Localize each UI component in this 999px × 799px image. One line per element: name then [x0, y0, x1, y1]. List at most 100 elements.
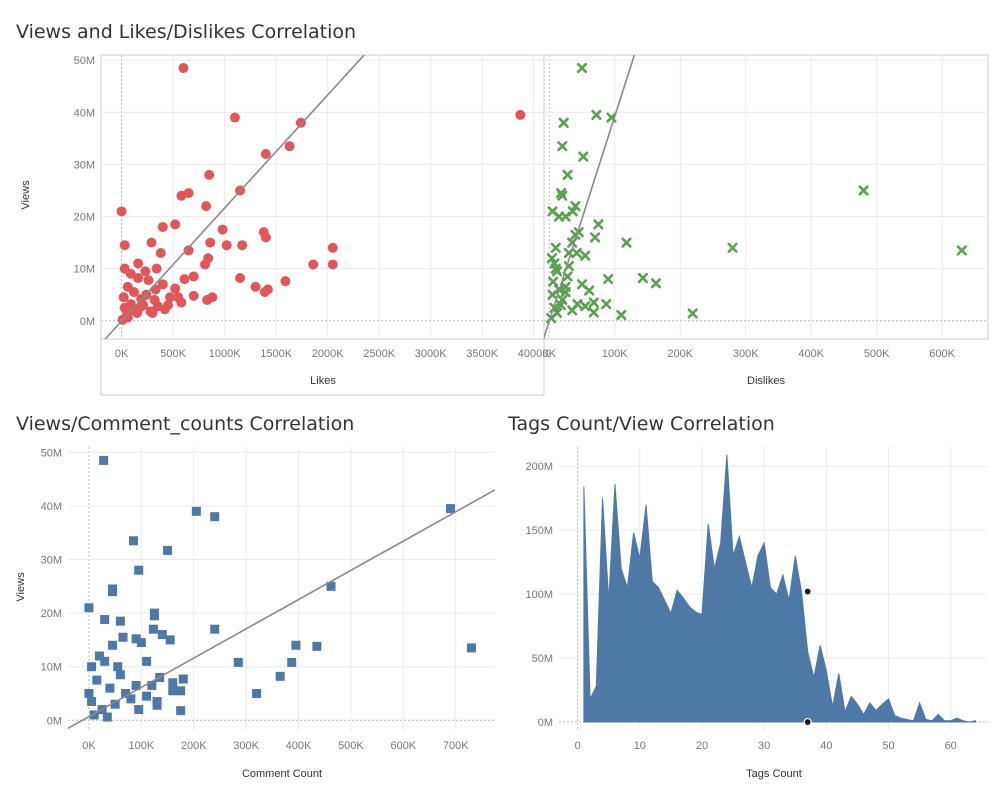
likes-point — [280, 276, 291, 287]
likes-point — [116, 206, 127, 217]
tags-y-tick-label: 200M — [525, 461, 553, 473]
likes-x-tick-label: 1000K — [209, 348, 241, 360]
comments-x-tick-label: 300K — [233, 740, 259, 752]
dislikes-point — [584, 285, 595, 296]
likes-point — [259, 287, 270, 298]
comments-x-tick-label: 600K — [390, 740, 416, 752]
tags-x-tick-label: 30 — [758, 740, 770, 752]
likes-point — [201, 201, 212, 212]
dislikes-point — [593, 219, 604, 230]
likes-point — [170, 219, 181, 230]
likes-point — [327, 259, 338, 270]
comments-x-tick-label: 200K — [181, 740, 207, 752]
dislikes-point — [547, 289, 558, 300]
likes-point — [221, 240, 232, 251]
likes-point — [237, 240, 248, 251]
comments-y-tick-label: 30M — [41, 555, 62, 567]
title-tags-views: Tags Count/View Correlation — [508, 413, 775, 435]
dislikes-chart[interactable]: 0K 100K 200K 300K 400K 500K 600K — [543, 54, 989, 395]
tags-x-tick-label: 50 — [882, 740, 894, 752]
tags-x-tick-label: 10 — [634, 740, 646, 752]
comments-point — [466, 643, 476, 653]
dislikes-point — [616, 309, 627, 321]
tags-area-series — [583, 454, 977, 723]
likes-point — [188, 290, 199, 301]
dislikes-point — [558, 117, 569, 128]
likes-point — [128, 287, 139, 298]
dislikes-point — [591, 109, 602, 121]
title-views-likes-dislikes: Views and Likes/Dislikes Correlation — [16, 21, 357, 43]
comments-point — [142, 691, 152, 701]
likes-x-tick-label: 2500K — [363, 348, 395, 360]
comments-x-axis-title: Comment Count — [242, 768, 322, 780]
comments-point — [152, 700, 162, 710]
comments-point — [131, 680, 141, 690]
comments-x-tick-label: 100K — [128, 740, 154, 752]
likes-y-tick-label: 30M — [74, 159, 95, 171]
tags-y-tick-label: 50M — [532, 653, 553, 665]
comments-point — [84, 688, 94, 698]
comments-point — [131, 634, 141, 644]
likes-y-tick-label: 40M — [74, 107, 95, 119]
comments-point — [84, 603, 94, 613]
dislikes-point — [588, 307, 599, 318]
likes-x-tick-label: 4000K — [518, 348, 550, 360]
dislikes-x-tick-label: 600K — [929, 348, 955, 360]
dislikes-x-axis-title: Dislikes — [747, 375, 785, 387]
title-views-comments: Views/Comment_counts Correlation — [16, 413, 355, 435]
comments-point — [142, 656, 152, 666]
tags-chart[interactable]: 0 10 20 30 40 50 60 0M 50M 100M 150M 200M — [525, 447, 988, 752]
comments-chart[interactable]: 0K 100K 200K 300K 400K 500K 600K 700K 0M 10M 20M 30… — [41, 447, 495, 752]
likes-point — [260, 232, 271, 243]
comments-point — [128, 536, 138, 546]
comments-point — [110, 699, 120, 709]
comments-point — [115, 670, 125, 680]
comments-point — [178, 674, 188, 684]
comments-point — [108, 587, 118, 597]
dislikes-x-tick-label: 300K — [733, 348, 759, 360]
dislikes-point — [727, 242, 738, 253]
comments-y-tick-label: 40M — [41, 501, 62, 513]
likes-point — [260, 149, 271, 160]
tags-highlight-point — [803, 717, 812, 727]
dislikes-point — [553, 211, 565, 222]
likes-chart[interactable]: 0K 500K 1000K 1500K 2000K 2500K 3000K 3500K 4000… — [74, 50, 551, 396]
likes-point — [176, 297, 187, 308]
dislikes-point — [570, 201, 581, 212]
comments-point — [287, 657, 297, 667]
dislikes-point — [650, 278, 662, 289]
tags-x-tick-label: 60 — [945, 740, 957, 752]
comments-point — [157, 630, 167, 640]
likes-point — [125, 268, 136, 279]
likes-x-tick-label: 0K — [115, 348, 129, 360]
likes-point — [229, 112, 240, 123]
tags-highlight-point — [803, 587, 812, 596]
dislikes-point — [589, 232, 601, 243]
dislikes-point — [550, 263, 561, 274]
dislikes-point — [687, 308, 698, 319]
likes-x-tick-label: 500K — [160, 348, 186, 360]
likes-point — [204, 169, 215, 180]
comments-x-tick-label: 400K — [286, 740, 312, 752]
likes-y-tick-label: 50M — [74, 55, 95, 67]
dislikes-point — [956, 245, 967, 256]
likes-point — [133, 258, 144, 269]
comments-y-tick-label: 50M — [41, 447, 62, 459]
comments-point — [445, 504, 455, 514]
likes-point — [217, 224, 228, 235]
likes-point — [183, 245, 194, 256]
dislikes-point — [557, 141, 568, 152]
comments-point — [126, 694, 136, 704]
likes-point — [327, 242, 338, 253]
likes-point — [308, 259, 319, 270]
likes-point — [250, 281, 261, 292]
likes-point — [515, 109, 526, 120]
comments-point — [326, 581, 336, 591]
comments-point — [134, 705, 144, 715]
likes-point — [118, 292, 129, 303]
likes-point — [119, 302, 130, 313]
comments-point — [92, 675, 102, 685]
comments-point — [108, 640, 118, 650]
comments-point — [165, 635, 175, 645]
comments-y-tick-label: 0M — [47, 715, 62, 727]
